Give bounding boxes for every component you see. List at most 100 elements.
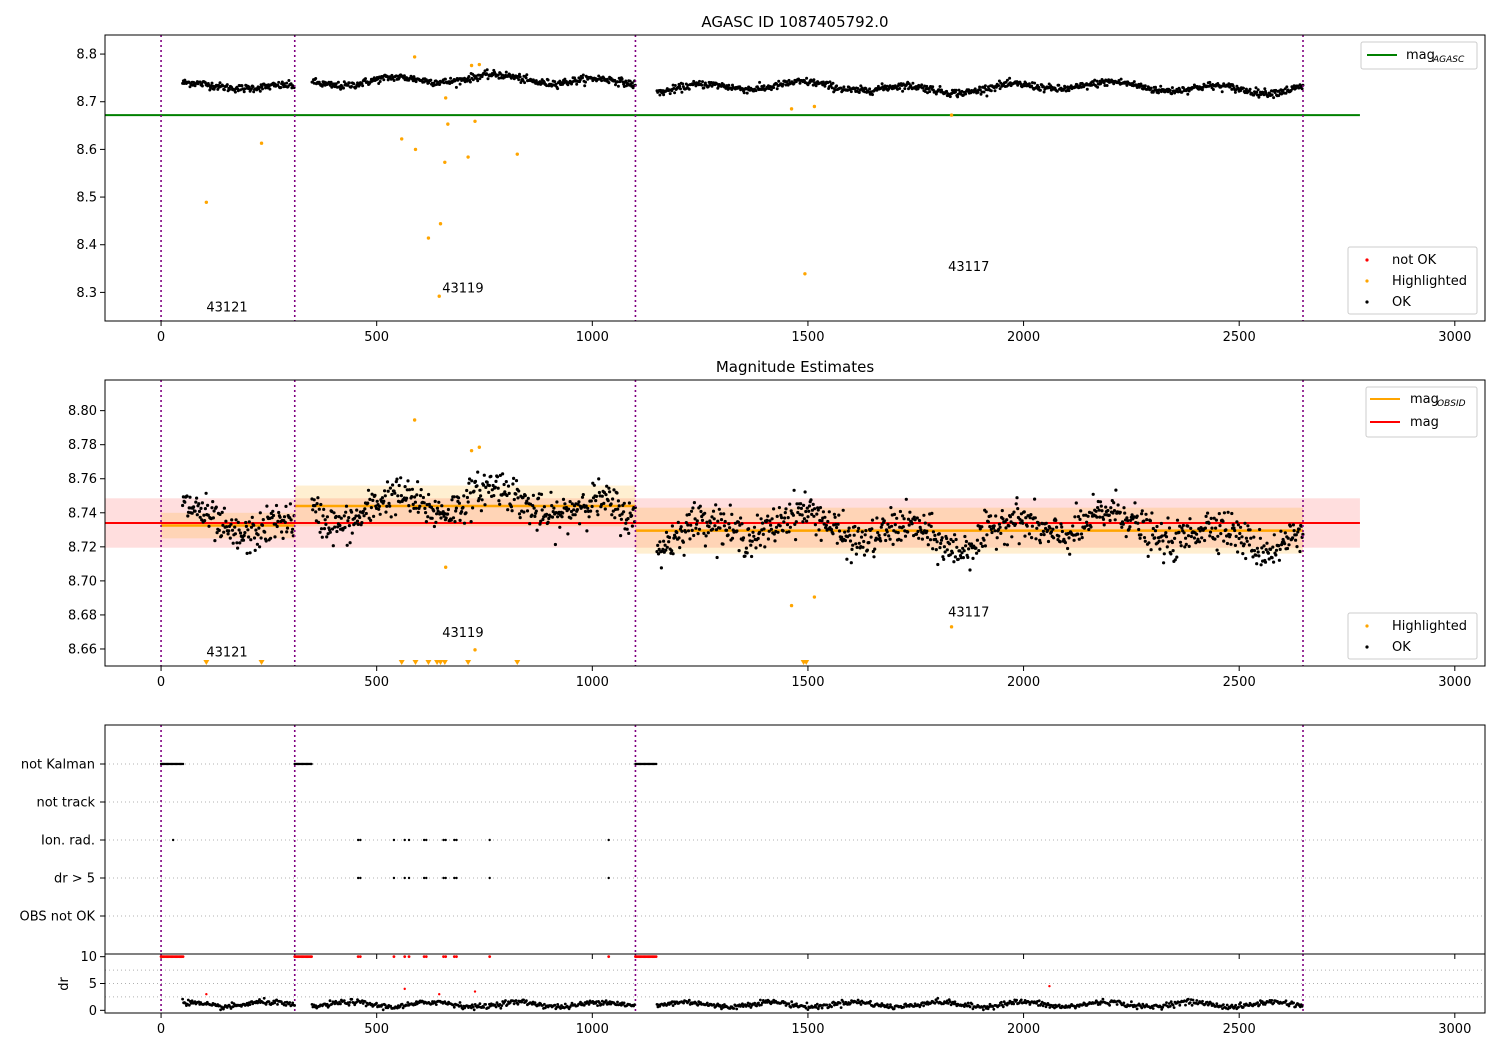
ok-point (719, 518, 724, 522)
dr-ok-point (495, 1001, 499, 1004)
ok-point (999, 531, 1003, 536)
ok-point (1014, 502, 1018, 506)
x-tick-label: 1500 (791, 1022, 824, 1037)
dr-ok-point (946, 1002, 950, 1005)
ok-point (1233, 543, 1237, 548)
ok-point (903, 87, 907, 91)
ok-point (1267, 557, 1271, 561)
ok-point (253, 548, 257, 553)
highlighted-point (426, 236, 431, 240)
ok-point (233, 525, 237, 529)
ok-point (1251, 555, 1255, 559)
ok-point (289, 518, 293, 522)
ok-point (252, 536, 257, 540)
legend-mag-obsid-main: mag (1410, 392, 1439, 407)
ok-point (784, 507, 788, 511)
ok-point (195, 513, 199, 517)
ok-point (860, 530, 864, 534)
ok-point (324, 522, 328, 527)
ok-point (707, 525, 711, 529)
ok-point (347, 524, 351, 528)
ok-point (375, 499, 379, 503)
ok-point (250, 515, 254, 520)
ok-point (1208, 530, 1213, 534)
ok-point (700, 83, 704, 87)
ok-point (1035, 526, 1039, 530)
ok-point (597, 477, 601, 481)
y-tick-label: 8.7 (76, 95, 97, 110)
highlighted-point (446, 122, 450, 126)
ok-point (1135, 514, 1139, 518)
dr-ok-point (1241, 1005, 1245, 1009)
ok-point (936, 562, 940, 567)
dr-ok-point (1178, 1003, 1182, 1007)
ok-point (215, 531, 219, 535)
ok-point (181, 503, 185, 508)
ok-point (185, 494, 189, 498)
dr-ok-point (988, 1002, 992, 1006)
ok-point (1094, 509, 1098, 513)
ok-point (802, 503, 806, 507)
ok-point (726, 533, 730, 537)
highlighted-point (466, 155, 470, 159)
ok-point (392, 79, 396, 82)
ok-point (1102, 81, 1106, 85)
ok-point (877, 533, 881, 538)
dr-ok-point (682, 1001, 685, 1005)
ok-point (1179, 544, 1183, 548)
ok-point (575, 508, 580, 512)
ok-point (945, 89, 949, 93)
ok-point (767, 529, 771, 533)
ok-point (465, 495, 469, 500)
ok-point (371, 498, 375, 502)
ok-point (943, 550, 947, 554)
highlighted-point (443, 160, 447, 164)
ok-point (619, 517, 624, 521)
ok-point (411, 79, 415, 83)
ok-point (913, 518, 917, 522)
ok-point (1024, 516, 1028, 520)
ok-point (616, 499, 621, 503)
ok-point (1144, 512, 1148, 516)
dr-ok-point (1284, 999, 1288, 1003)
ok-point (768, 519, 772, 523)
ok-point (476, 470, 480, 474)
ok-point (1125, 516, 1129, 520)
ok-point (261, 518, 265, 522)
ok-point (714, 528, 719, 532)
highlighted-point (438, 222, 443, 226)
ok-point (467, 481, 471, 485)
ok-point (994, 514, 998, 518)
ok-point (1206, 511, 1210, 515)
ok-point (1133, 501, 1137, 505)
highlighted-point (473, 648, 477, 652)
legend-highlighted: Highlighted (1392, 274, 1467, 289)
ok-point (231, 541, 235, 545)
ok-point (511, 476, 516, 480)
ok-point (1210, 526, 1214, 530)
dr-ok-point (1190, 1003, 1194, 1007)
ok-point (342, 86, 345, 90)
ok-point (410, 487, 414, 491)
ok-point (483, 503, 487, 507)
ok-point (785, 80, 789, 84)
ok-point (931, 85, 935, 89)
ok-point (1237, 536, 1241, 541)
dr-ok-point (1222, 1003, 1225, 1006)
ok-point (279, 86, 283, 89)
ok-point (606, 499, 610, 503)
ok-point (803, 490, 807, 494)
ok-point (1085, 523, 1089, 528)
ok-point (416, 510, 420, 514)
ok-point (1063, 541, 1067, 545)
dr-capped-point (442, 955, 445, 959)
dr-ok-point (1019, 998, 1023, 1002)
ok-point (1030, 84, 1034, 88)
ok-point (1091, 492, 1095, 496)
dr-ok-point (789, 1005, 793, 1009)
ok-point (1178, 540, 1183, 544)
ok-point (258, 545, 262, 549)
ok-point (1060, 529, 1064, 534)
x-tick-label: 3000 (1438, 1022, 1471, 1037)
ok-point (589, 499, 593, 503)
